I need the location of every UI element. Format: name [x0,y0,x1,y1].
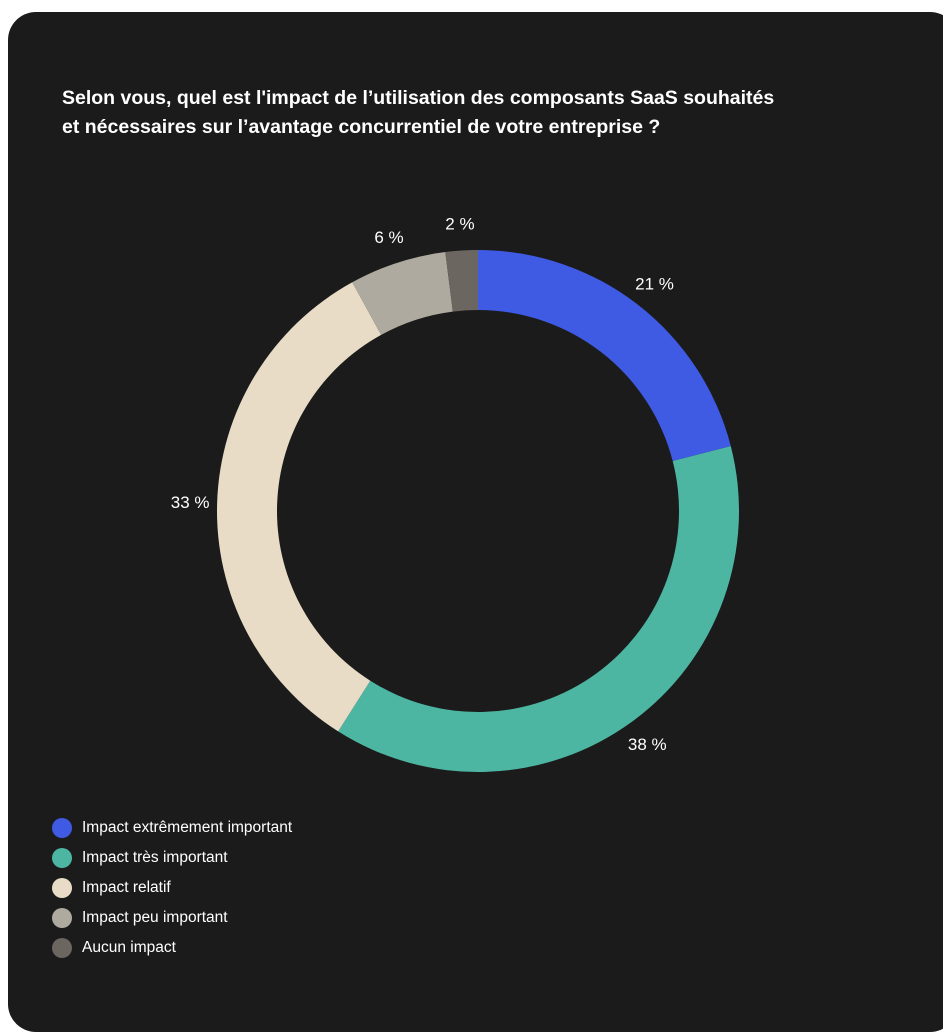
legend-item-impact-peu-important: Impact peu important [52,908,292,928]
data-label-impact-tres-important: 38 % [628,735,667,754]
legend-swatch-icon [52,878,72,898]
chart-title-line-1: Selon vous, quel est l'impact de l’utili… [62,87,775,109]
legend-label: Impact très important [82,849,228,866]
donut-slice-aucun-impact [445,250,478,312]
data-label-impact-relatif: 33 % [171,493,210,512]
data-label-aucun-impact: 2 % [445,215,474,234]
donut-slice-impact-relatif [216,282,382,732]
donut-slice-impact-tres-important [338,446,740,772]
legend-label: Impact relatif [82,879,171,896]
chart-title-line-2: et nécessaires sur l’avantage concurrent… [62,116,661,138]
legend-item-impact-extremement-important: Impact extrêmement important [52,818,292,838]
legend-item-impact-relatif: Impact relatif [52,878,292,898]
legend-swatch-icon [52,908,72,928]
donut-slice-impact-extremement-important [478,250,731,462]
data-label-impact-peu-important: 6 % [374,228,403,247]
legend-label: Impact extrêmement important [82,819,293,836]
legend-label: Impact peu important [82,909,228,926]
data-label-impact-extremement-important: 21 % [635,274,674,293]
legend-item-impact-tres-important: Impact très important [52,848,292,868]
chart-card: Selon vous, quel est l'impact de l’utili… [8,12,943,1032]
legend-swatch-icon [52,818,72,838]
donut-slice-impact-peu-important [352,252,453,335]
chart-title: Selon vous, quel est l'impact de l’utili… [62,84,902,142]
legend-label: Aucun impact [82,939,176,956]
chart-legend: Impact extrêmement important Impact très … [52,818,292,968]
donut-slices [216,250,740,772]
legend-item-aucun-impact: Aucun impact [52,938,292,958]
legend-swatch-icon [52,938,72,958]
donut-value-labels: 21 % 38 % 33 % 6 % 2 % [171,215,674,754]
legend-swatch-icon [52,848,72,868]
